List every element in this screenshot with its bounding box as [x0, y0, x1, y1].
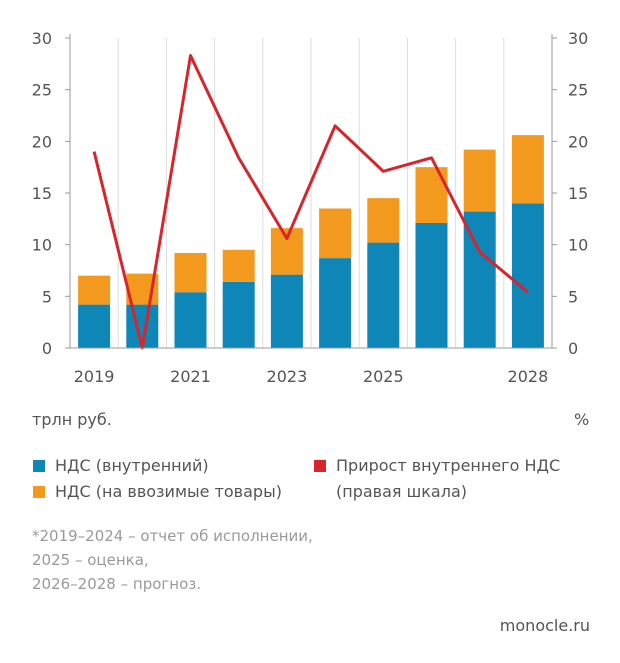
bars — [78, 135, 544, 348]
right-axis-unit: % — [574, 410, 590, 429]
bar-import — [78, 275, 111, 305]
legend-label-growth-note: (правая шкала) — [336, 482, 467, 501]
right-tick-label: 15 — [568, 184, 588, 203]
bar-import — [367, 198, 400, 243]
bar-domestic — [319, 258, 352, 348]
right-tick-label: 30 — [568, 29, 588, 48]
right-tick-label: 10 — [568, 236, 588, 255]
bar-domestic — [222, 281, 255, 348]
source-label: monocle.ru — [499, 616, 590, 635]
left-tick-label: 20 — [32, 132, 52, 151]
right-tick-label: 5 — [568, 287, 578, 306]
growth-line — [92, 54, 529, 350]
left-tick-label: 5 — [42, 287, 52, 306]
bar-domestic — [78, 304, 111, 348]
bar-import — [415, 167, 448, 223]
right-tick-label: 20 — [568, 132, 588, 151]
left-tick-label: 15 — [32, 184, 52, 203]
x-tick-label: 2023 — [267, 367, 308, 386]
bar-import — [511, 135, 544, 204]
bar-import — [222, 249, 255, 282]
left-tick-label: 25 — [32, 81, 52, 100]
bar-domestic — [511, 203, 544, 348]
footnote-line-1: *2019–2024 – отчет об исполнении, — [32, 527, 313, 545]
growth-line-path — [92, 54, 529, 350]
x-tick-label: 2019 — [74, 367, 115, 386]
legend-swatch-growth — [314, 460, 326, 472]
left-tick-label: 0 — [42, 339, 52, 358]
bar-domestic — [367, 242, 400, 348]
legend-swatch-import — [33, 486, 45, 498]
footnote-line-3: 2026–2028 – прогноз. — [32, 575, 201, 593]
bar-domestic — [174, 292, 207, 348]
x-tick-label: 2028 — [508, 367, 549, 386]
x-tick-label: 2025 — [363, 367, 404, 386]
x-tick-label: 2021 — [170, 367, 211, 386]
legend-label-import: НДС (на ввозимые товары) — [55, 482, 282, 501]
bar-domestic — [270, 274, 303, 348]
legend-label-domestic: НДС (внутренний) — [55, 456, 209, 475]
legend-label-growth: Прирост внутреннего НДС — [336, 456, 561, 475]
legend-swatch-domestic — [33, 460, 45, 472]
bar-import — [463, 149, 496, 212]
right-tick-label: 0 — [568, 339, 578, 358]
left-axis-unit: трлн руб. — [32, 410, 112, 429]
left-tick-label: 10 — [32, 236, 52, 255]
bar-import — [174, 252, 207, 293]
bar-domestic — [415, 222, 448, 348]
right-tick-label: 25 — [568, 81, 588, 100]
bar-import — [319, 208, 352, 259]
footnote-line-2: 2025 – оценка, — [32, 551, 149, 569]
left-tick-label: 30 — [32, 29, 52, 48]
